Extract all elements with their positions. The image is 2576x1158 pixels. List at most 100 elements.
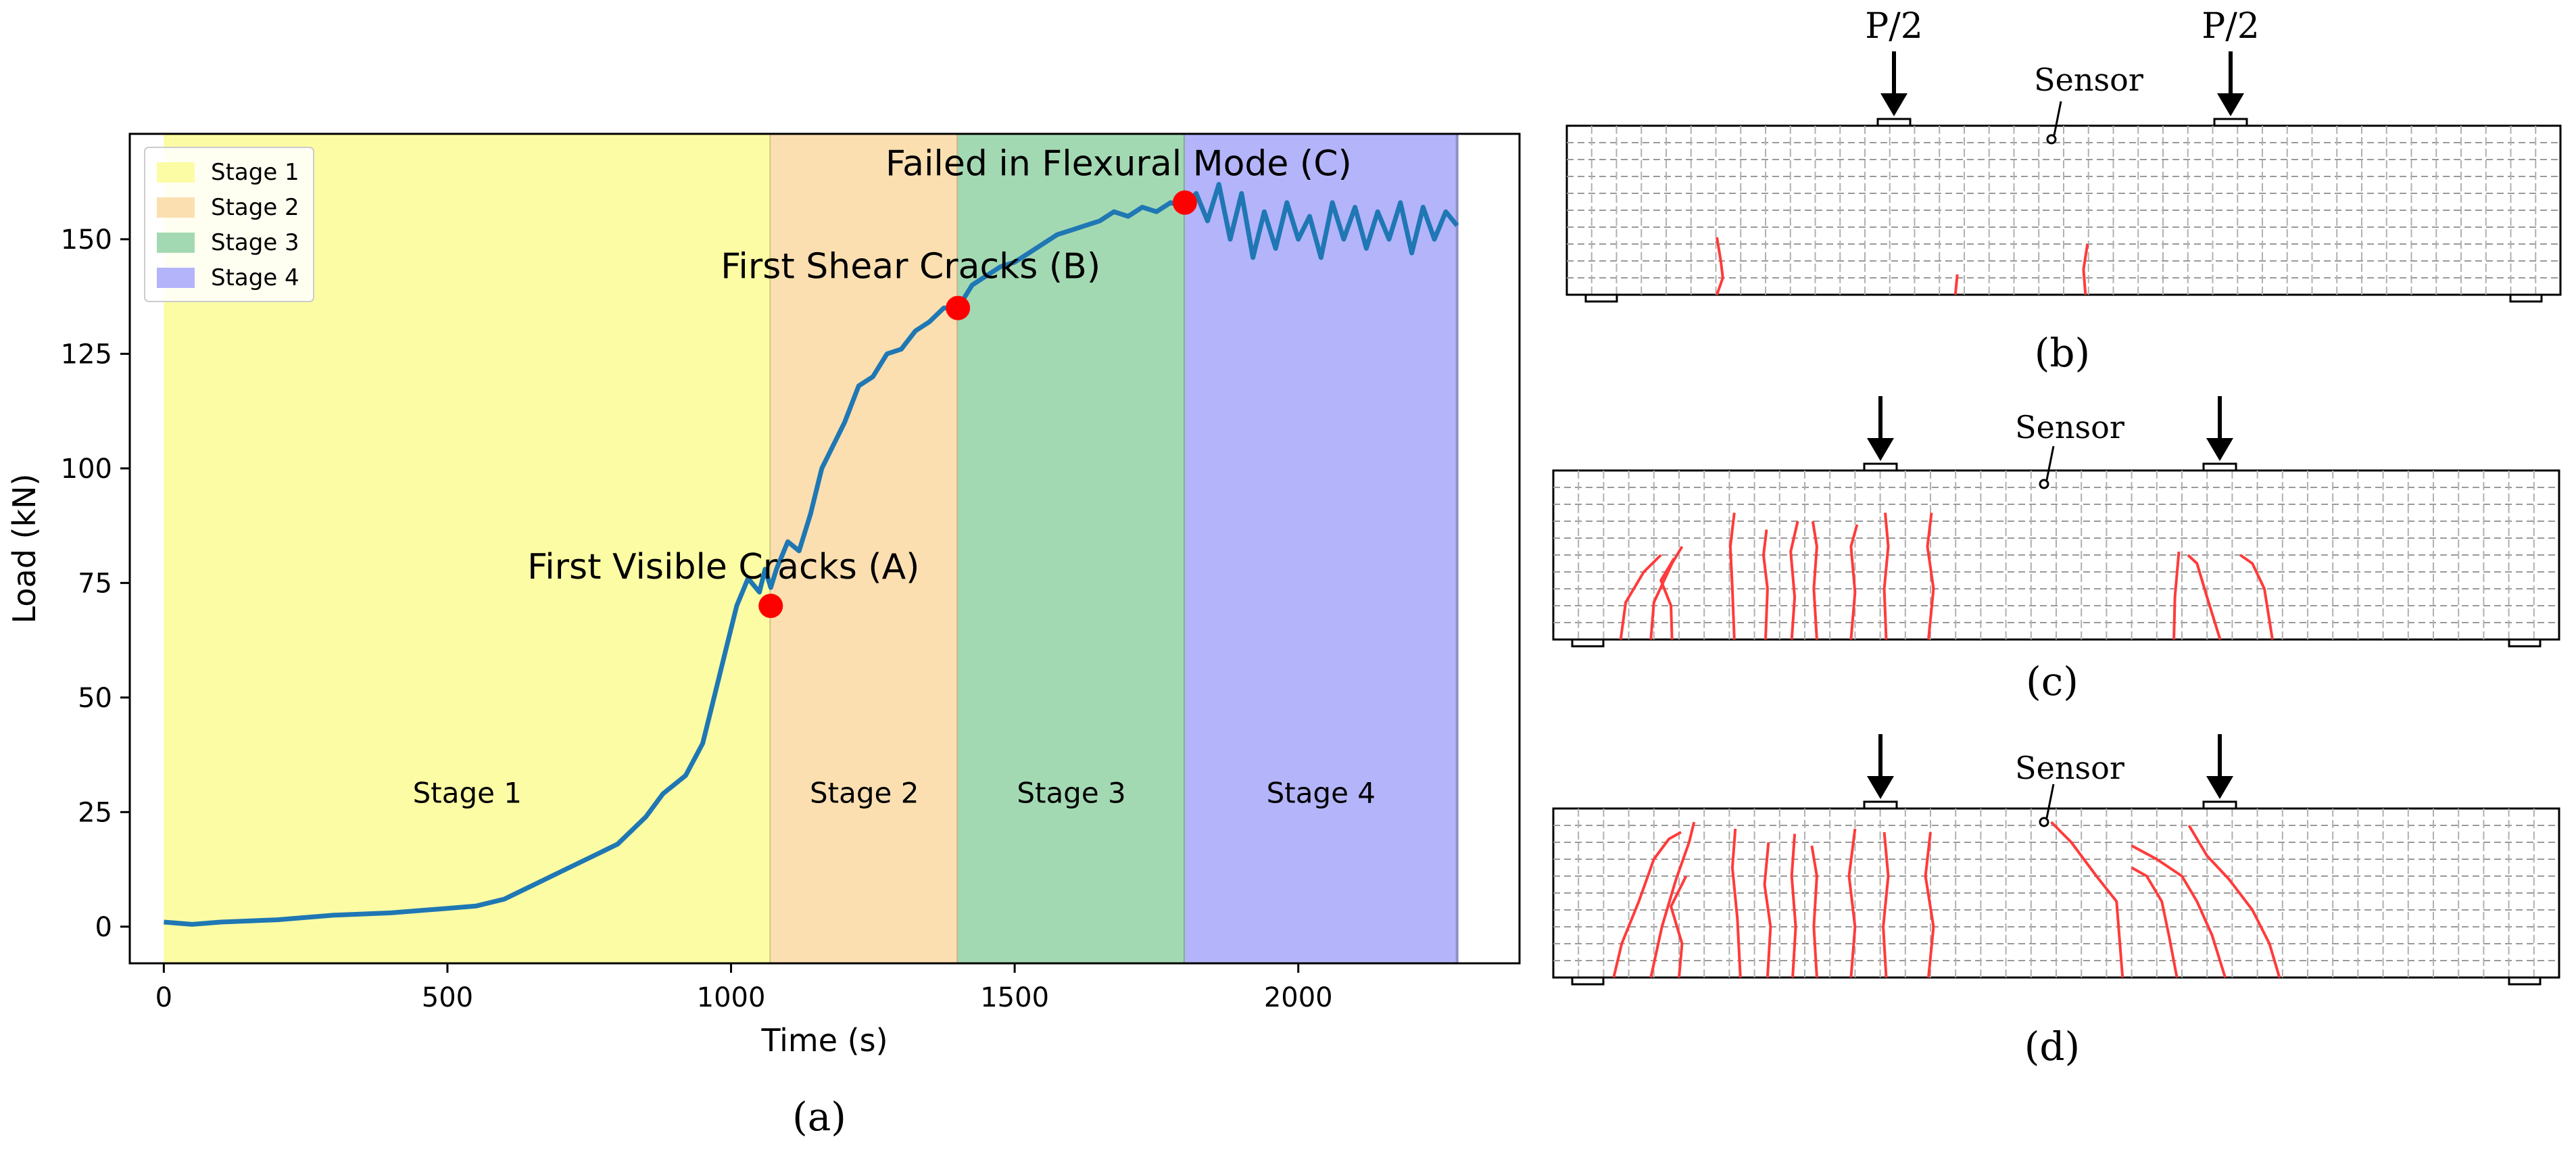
legend-swatch-1 xyxy=(157,162,195,183)
crack-1 xyxy=(1612,831,1682,978)
beam-mesh xyxy=(1552,783,2560,986)
loading-plate-1 xyxy=(1863,800,1898,810)
annotation-2: First Shear Cracks (B) xyxy=(721,247,1100,287)
crack-4 xyxy=(1728,512,1736,640)
crack-1 xyxy=(1619,554,1662,640)
legend-entry-1: Stage 1 xyxy=(211,159,299,186)
load-arrows xyxy=(1867,396,2233,461)
stage-bands xyxy=(164,134,1459,963)
y-tick-label: 150 xyxy=(61,224,112,256)
event-marker-1 xyxy=(758,594,783,619)
support-plate-left xyxy=(1584,293,1618,303)
y-ticks: 0 25 50 75 100 125 150 xyxy=(61,224,130,943)
y-tick-label: 125 xyxy=(61,339,112,370)
legend: Stage 1 Stage 2 Stage 3 Stage 4 xyxy=(144,147,314,302)
crack-3 xyxy=(1659,557,1676,640)
series-line-1 xyxy=(164,182,1459,927)
crack-pattern xyxy=(1716,237,2089,295)
legend-entry-3: Stage 3 xyxy=(211,229,299,256)
crack-4 xyxy=(1730,828,1742,978)
beam-mesh xyxy=(1552,445,2560,648)
crack-14 xyxy=(2187,824,2281,978)
legend-box xyxy=(144,147,314,302)
legend-swatch-2 xyxy=(157,197,195,218)
support-plate-right xyxy=(2508,976,2542,986)
crack-3 xyxy=(2082,243,2089,295)
crack-5 xyxy=(1762,529,1769,640)
y-tick-label: 25 xyxy=(78,797,112,828)
sensor-point xyxy=(2039,817,2049,827)
stage-band-4 xyxy=(1184,134,1457,963)
load-arrow-head-1 xyxy=(1867,438,1894,461)
crack-pattern xyxy=(1619,512,2274,640)
x-tick-label: 1000 xyxy=(697,982,766,1013)
y-axis-label: Load (kN) xyxy=(6,474,43,624)
y-tick-label: 75 xyxy=(78,568,112,599)
support-plate-right xyxy=(2509,293,2543,303)
stage-label-3: Stage 3 xyxy=(1017,777,1125,810)
sensor-leader xyxy=(2045,783,2055,819)
x-tick-label: 1500 xyxy=(980,982,1049,1013)
support-plate-left xyxy=(1571,976,1605,986)
sensor-label: Sensor xyxy=(2015,409,2124,445)
crack-6 xyxy=(1790,834,1797,978)
crack-3 xyxy=(1670,875,1688,978)
event-marker-3 xyxy=(1172,190,1197,215)
crack-11 xyxy=(2050,821,2124,978)
crack-7 xyxy=(1811,521,1818,640)
annotation-3: Failed in Flexural Mode (C) xyxy=(885,144,1352,185)
crack-12 xyxy=(2187,554,2222,640)
load-label-left: P/2 xyxy=(1865,6,1923,47)
load-arrow-head-2 xyxy=(2206,776,2233,799)
event-markers xyxy=(758,190,1197,619)
loading-plate-2 xyxy=(2213,118,2248,127)
crack-2 xyxy=(1953,274,1959,295)
stage-labels: Stage 1 Stage 2 Stage 3 Stage 4 xyxy=(413,777,1376,810)
beam-diagram-d: Sensor xyxy=(1552,734,2560,986)
sensor-leader xyxy=(2045,445,2055,481)
loading-plate-2 xyxy=(2202,462,2237,472)
load-time-chart: 0 500 1000 1500 2000 0 25 50 75 100 125 150 Stage … xyxy=(6,132,1521,1059)
support-plate-right xyxy=(2508,638,2542,648)
crack-9 xyxy=(1882,512,1890,640)
annotation-1: First Visible Cracks (A) xyxy=(527,547,919,587)
stage-label-2: Stage 2 xyxy=(810,777,919,810)
panel-label-c: (c) xyxy=(2026,658,2079,704)
crack-7 xyxy=(1810,845,1818,978)
sensor-label: Sensor xyxy=(2015,750,2124,786)
legend-swatch-4 xyxy=(157,268,195,288)
crack-9 xyxy=(1882,831,1890,978)
support-plate-left xyxy=(1571,638,1605,648)
crack-5 xyxy=(1763,842,1772,978)
stage-label-4: Stage 4 xyxy=(1267,777,1376,810)
sensor-point xyxy=(2046,134,2057,145)
beam-diagram-c: Sensor xyxy=(1552,396,2560,648)
x-ticks: 0 500 1000 1500 2000 xyxy=(155,963,1333,1013)
crack-6 xyxy=(1789,521,1799,640)
y-tick-label: 100 xyxy=(61,454,112,485)
beam-mesh xyxy=(1565,101,2562,303)
sensor-leader xyxy=(2053,101,2062,136)
loading-plate-2 xyxy=(2202,800,2237,810)
series-layer xyxy=(164,182,1459,927)
loading-plate-1 xyxy=(1863,462,1898,472)
panel-label-b: (b) xyxy=(2035,330,2090,376)
load-label-right: P/2 xyxy=(2202,6,2260,47)
load-arrows xyxy=(1867,734,2233,799)
crack-11 xyxy=(2172,551,2181,640)
crack-8 xyxy=(1847,828,1857,978)
load-arrows xyxy=(1880,51,2244,116)
x-tick-label: 2000 xyxy=(1264,982,1333,1013)
plot-frame xyxy=(128,132,1521,965)
panel-label-a: (a) xyxy=(792,1094,846,1140)
x-axis-label: Time (s) xyxy=(760,1022,888,1059)
crack-13 xyxy=(2239,554,2274,640)
crack-10 xyxy=(1924,831,1935,978)
load-arrow-head-2 xyxy=(2217,93,2244,116)
legend-entry-2: Stage 2 xyxy=(211,194,299,221)
crack-1 xyxy=(1716,237,1724,295)
crack-12 xyxy=(2131,866,2179,978)
beam-diagram-b: P/2 P/2 Sensor xyxy=(1565,6,2562,303)
x-tick-label: 500 xyxy=(422,982,473,1013)
